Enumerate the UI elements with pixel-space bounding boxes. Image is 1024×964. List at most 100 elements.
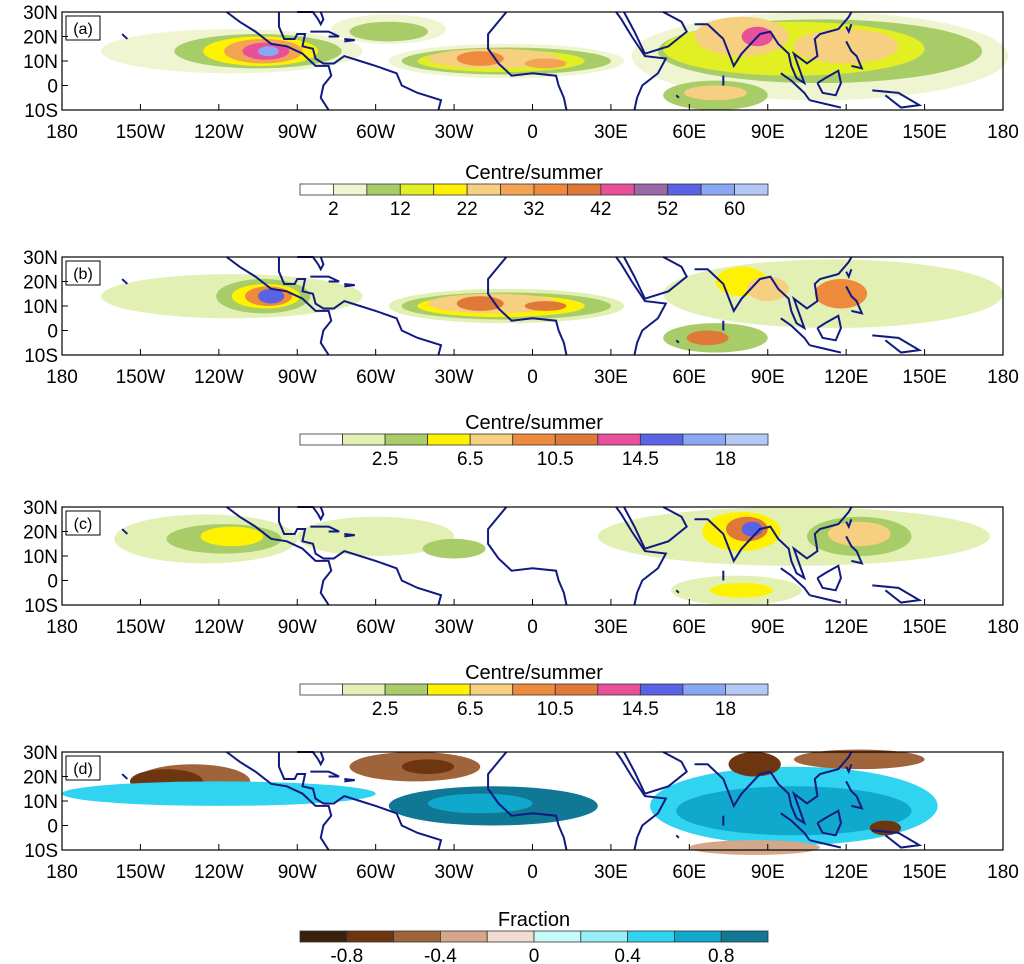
coastline	[623, 506, 688, 550]
coastline	[816, 69, 842, 97]
lon-label: 90W	[278, 862, 317, 883]
lon-label: 120W	[194, 122, 244, 143]
contour-fill	[597, 507, 990, 566]
colorbar-label: 12	[390, 199, 411, 220]
coastline	[344, 777, 355, 783]
coastline	[872, 89, 923, 109]
lat-label: 0	[47, 322, 58, 343]
coastline	[277, 12, 443, 111]
colorbar-label: 2	[328, 199, 339, 220]
coastline	[845, 518, 853, 530]
colorbar-box	[299, 183, 334, 196]
contour-fill	[814, 279, 868, 309]
coastline	[809, 344, 842, 354]
colorbar-box	[469, 683, 514, 696]
coastline	[344, 282, 355, 288]
colorbar-box	[486, 930, 535, 943]
colorbar-box	[725, 683, 769, 696]
lat-label: 10N	[23, 547, 58, 568]
colorbar-label: -0.8	[330, 946, 363, 964]
coastline	[226, 256, 333, 356]
lon-label: 180	[46, 862, 78, 883]
lon-label: 60W	[356, 617, 395, 638]
lon-label: 150W	[116, 862, 166, 883]
coastline	[780, 72, 811, 101]
lon-label: 120E	[824, 367, 868, 388]
colorbar-box	[580, 930, 628, 943]
colorbar-box	[639, 683, 684, 696]
colorbar-box	[667, 183, 702, 196]
colorbar-label: 10.5	[537, 699, 574, 720]
colorbar-box	[299, 930, 348, 943]
lat-label: 10S	[24, 596, 58, 617]
lon-label: 30W	[435, 617, 474, 638]
colorbar-2: Centre/summer 2.5 6.5 10.5 14.5 18	[299, 412, 769, 470]
coastline	[845, 535, 864, 565]
colorbar-label: 22	[457, 199, 478, 220]
coastline	[694, 256, 853, 331]
lat-label: 10N	[23, 52, 58, 73]
contour-fill	[258, 288, 285, 304]
lon-label: 60W	[356, 862, 395, 883]
coastline	[121, 278, 129, 285]
coastline	[310, 30, 340, 38]
colorbar-box	[299, 433, 343, 446]
lon-label: 60W	[356, 367, 395, 388]
coastline	[487, 506, 568, 606]
lon-label: 120W	[194, 862, 244, 883]
coastline	[780, 812, 811, 841]
colorbar-box	[682, 433, 726, 446]
contour-fill	[684, 85, 747, 101]
lon-label: 150W	[116, 367, 166, 388]
lon-label: 180	[46, 367, 78, 388]
lon-label: 30E	[594, 122, 628, 143]
coastline	[226, 506, 333, 606]
colorbar-box	[600, 183, 635, 196]
coastline	[809, 99, 842, 109]
colorbar-label: 14.5	[622, 699, 659, 720]
colorbar-box	[512, 683, 556, 696]
colorbar-label: 0.8	[708, 946, 734, 964]
contour-fill	[524, 58, 567, 69]
colorbar-box	[734, 183, 769, 196]
panel-label: (d)	[73, 761, 93, 778]
lon-label: 90W	[278, 617, 317, 638]
coastline	[845, 40, 864, 70]
colorbar-box	[393, 930, 441, 943]
contour-fill	[422, 538, 486, 559]
contour-fill	[694, 16, 789, 57]
coastline	[816, 809, 842, 837]
contour-fill	[524, 301, 567, 311]
lat-label: 0	[47, 77, 58, 98]
coastline	[845, 780, 864, 810]
lat-label: 30N	[23, 743, 58, 764]
colorbar-box	[533, 183, 568, 196]
colorbar-box	[346, 930, 394, 943]
lon-label: 180	[46, 617, 78, 638]
contour-fill	[456, 296, 504, 311]
lat-label: 20N	[23, 273, 58, 294]
colorbar-box	[554, 683, 599, 696]
colorbar-box	[674, 930, 722, 943]
colorbar-label: 42	[590, 199, 611, 220]
lon-label: 0	[527, 367, 538, 388]
colorbar-title: Centre/summer	[465, 412, 603, 434]
lon-label: 120E	[824, 862, 868, 883]
colorbar-box	[299, 683, 343, 696]
coastline	[623, 751, 688, 795]
coastline	[809, 594, 842, 604]
lon-label: 180	[987, 617, 1019, 638]
lon-label: 180	[987, 367, 1019, 388]
lon-label: 120W	[194, 367, 244, 388]
colorbar-label: 18	[715, 699, 736, 720]
colorbar-label: 52	[657, 199, 678, 220]
coastline	[675, 339, 680, 344]
lon-label: 150E	[902, 367, 946, 388]
contour-fill	[710, 582, 773, 598]
coastline	[310, 525, 340, 533]
lat-label: 0	[47, 817, 58, 838]
colorbar-label: 0.4	[614, 946, 641, 964]
